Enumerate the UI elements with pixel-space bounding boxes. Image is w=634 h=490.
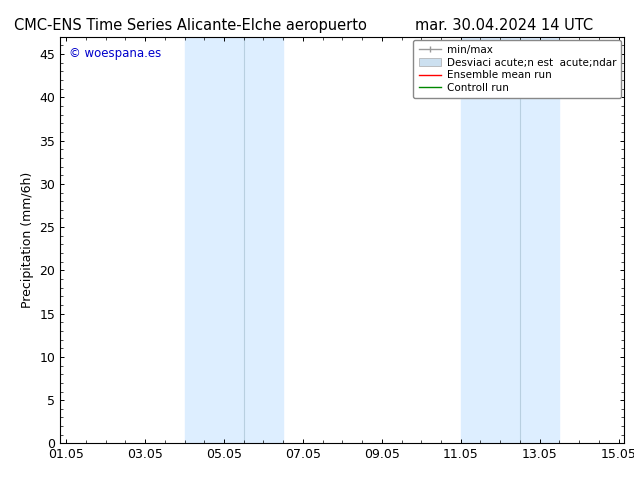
Text: CMC-ENS Time Series Alicante-Elche aeropuerto: CMC-ENS Time Series Alicante-Elche aerop… <box>14 18 366 33</box>
Y-axis label: Precipitation (mm/6h): Precipitation (mm/6h) <box>21 172 34 308</box>
Title: CMC-ENS Time Series Alicante-Elche aeropuerto      mar. 30.04.2024 14 UTC: CMC-ENS Time Series Alicante-Elche aerop… <box>0 489 1 490</box>
Text: mar. 30.04.2024 14 UTC: mar. 30.04.2024 14 UTC <box>415 18 593 33</box>
Text: © woespana.es: © woespana.es <box>68 47 161 60</box>
Legend: min/max, Desviaci acute;n est  acute;ndar, Ensemble mean run, Controll run: min/max, Desviaci acute;n est acute;ndar… <box>413 40 621 98</box>
Bar <box>461 37 559 443</box>
Bar <box>184 37 283 443</box>
